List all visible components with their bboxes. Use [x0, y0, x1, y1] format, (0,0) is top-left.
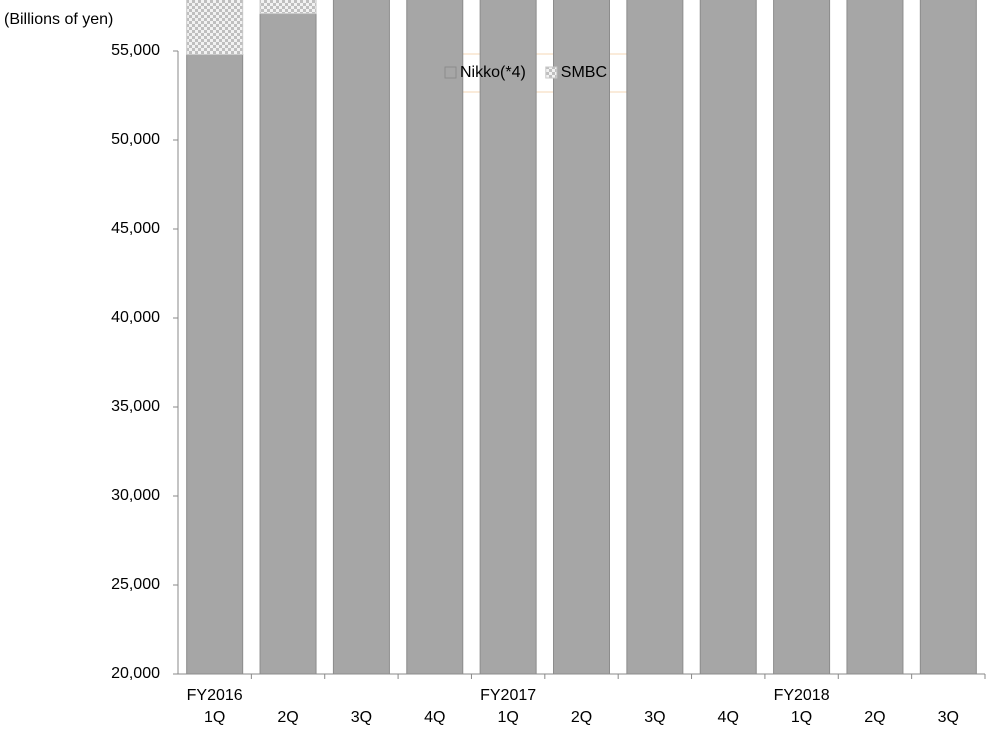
x-group-label: FY2016: [187, 687, 243, 704]
x-tick-label: 1Q: [204, 709, 225, 726]
y-tick-label: 20,000: [111, 665, 160, 682]
bar-segment: [846, 0, 904, 675]
x-group-label: FY2018: [774, 687, 830, 704]
x-tick-label: 3Q: [938, 709, 959, 726]
x-tick-label: 3Q: [351, 709, 372, 726]
x-group-label: FY2017: [480, 687, 536, 704]
x-tick-label: 4Q: [718, 709, 739, 726]
x-tick-label: 1Q: [791, 709, 812, 726]
y-tick-label: 55,000: [111, 42, 160, 59]
y-tick-label: 35,000: [111, 398, 160, 415]
bar-segment: [259, 0, 317, 15]
x-tick-label: 2Q: [864, 709, 885, 726]
y-tick-label: 50,000: [111, 131, 160, 148]
bar-segment: [186, 54, 244, 675]
legend-swatch: [545, 66, 558, 79]
bar-segment: [553, 0, 610, 675]
x-tick-label: 2Q: [571, 709, 592, 726]
x-tick-label: 4Q: [424, 709, 445, 726]
bar-segment: [332, 0, 390, 675]
bar-segment: [626, 0, 684, 675]
bar-segment: [259, 13, 317, 675]
y-tick-label: 40,000: [111, 309, 160, 326]
bar-segment: [773, 0, 831, 675]
bar-segment: [919, 0, 977, 675]
y-tick-label: 45,000: [111, 220, 160, 237]
bar-segment: [186, 0, 244, 56]
legend-label: SMBC: [561, 64, 607, 81]
y-tick-label: 30,000: [111, 487, 160, 504]
y-axis-label: (Billions of yen): [4, 11, 113, 28]
x-tick-label: 2Q: [277, 709, 298, 726]
legend-label: Nikko(*4): [460, 64, 526, 81]
legend-swatch: [444, 66, 457, 79]
x-tick-label: 3Q: [644, 709, 665, 726]
bar-segment: [699, 0, 757, 675]
bar-segment: [406, 0, 464, 675]
x-tick-label: 1Q: [497, 709, 518, 726]
bar-segment: [479, 0, 537, 675]
y-tick-label: 25,000: [111, 576, 160, 593]
